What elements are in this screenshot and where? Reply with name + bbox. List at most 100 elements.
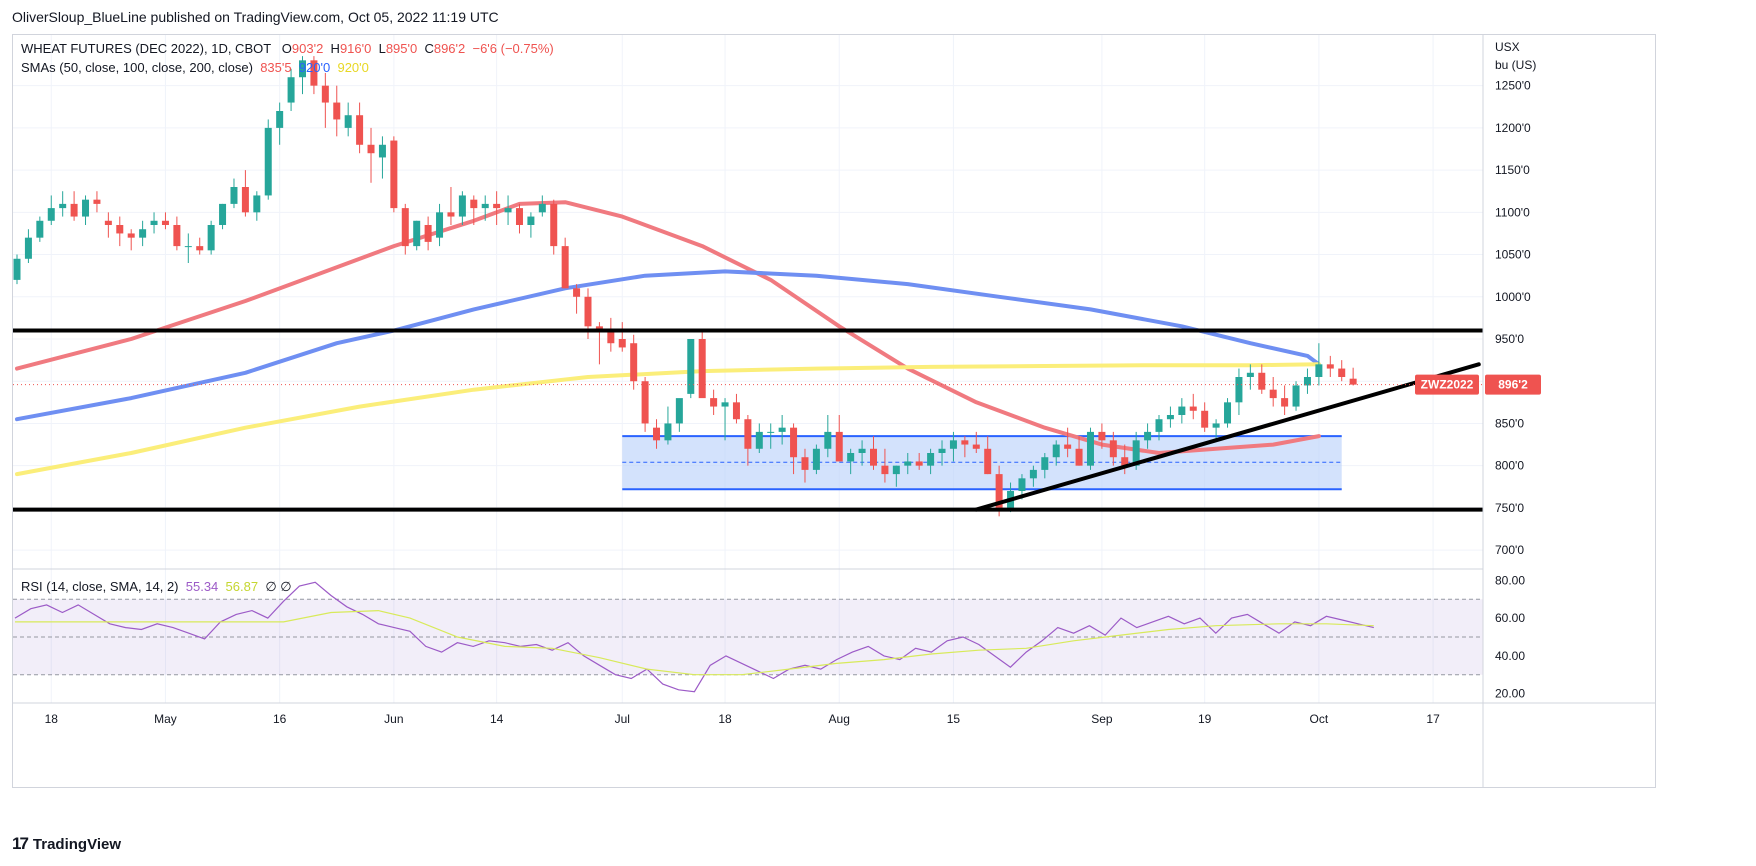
candle-body	[447, 212, 455, 217]
candle	[127, 229, 135, 251]
candle	[139, 220, 147, 247]
candle-body	[664, 423, 672, 441]
candle-body	[881, 465, 889, 475]
candle-body	[241, 187, 249, 213]
candle-body	[493, 203, 501, 209]
candle	[595, 322, 603, 365]
candle-body	[344, 115, 352, 128]
candle	[515, 203, 523, 234]
candle	[333, 85, 341, 137]
candle	[276, 102, 284, 145]
sma100-line	[15, 269, 1321, 422]
candle	[972, 431, 980, 453]
candle-body	[835, 431, 843, 462]
candle	[378, 136, 386, 179]
candle-body	[104, 220, 112, 225]
candle-body	[641, 381, 649, 424]
candle-body	[618, 339, 626, 348]
candle-body	[721, 402, 729, 407]
date-tick-label: Jul	[615, 712, 630, 726]
candle	[1338, 360, 1346, 382]
candle	[1315, 343, 1323, 386]
candle	[36, 216, 44, 242]
rsi-tick-label: 60.00	[1495, 611, 1525, 625]
candle-body	[710, 398, 718, 407]
price-tag: 896'2	[1485, 374, 1541, 395]
candle-body	[139, 229, 147, 238]
candle-body	[1258, 372, 1266, 390]
candle-body	[1189, 406, 1197, 411]
sma50-line	[15, 200, 1321, 455]
candle	[470, 195, 478, 225]
candle-body	[858, 448, 866, 453]
candle-body	[1326, 364, 1334, 369]
candle	[687, 339, 695, 399]
candle	[1349, 367, 1357, 386]
candle-body	[949, 440, 957, 449]
candle	[1166, 406, 1174, 428]
price-tag-bg	[1485, 374, 1541, 395]
candle	[447, 187, 455, 225]
candle	[1178, 398, 1186, 424]
candle	[1052, 440, 1060, 466]
candle	[618, 322, 626, 352]
candle	[778, 415, 786, 445]
candle-body	[687, 339, 695, 394]
candle-body	[458, 195, 466, 217]
candle	[812, 444, 820, 475]
date-tick-label: May	[154, 712, 177, 726]
candle	[1201, 402, 1209, 432]
candle-body	[310, 60, 318, 86]
date-tick-label: Jun	[384, 712, 403, 726]
candle-body	[824, 431, 832, 449]
candle-body	[13, 258, 21, 280]
candle-body	[127, 233, 135, 238]
chart-panel[interactable]: 1250'0 1200'0 1150'0 1100'0 1050'0 1000'0 950'…	[12, 34, 1656, 788]
candle-body	[70, 203, 78, 217]
footer: 17 TradingView	[12, 834, 121, 854]
candle	[390, 136, 398, 213]
candle	[698, 330, 706, 399]
candle	[573, 284, 581, 314]
candle	[881, 448, 889, 483]
rsi-tick-label: 80.00	[1495, 573, 1525, 587]
candle	[116, 216, 124, 247]
candle	[721, 398, 729, 441]
candle-body	[755, 431, 763, 449]
candle-body	[367, 144, 375, 154]
sma200-value: 920'0	[337, 60, 369, 75]
candle	[504, 195, 512, 225]
rsi-pane	[13, 581, 1483, 693]
candle	[1224, 398, 1232, 428]
candle-body	[1064, 444, 1072, 449]
symbol-tag-bg	[1415, 374, 1479, 395]
candle-body	[1086, 431, 1094, 466]
open-value: 903'2	[291, 41, 324, 56]
candle-body	[1224, 402, 1232, 424]
sma50-value: 835'5	[260, 60, 292, 75]
candle-body	[538, 203, 546, 213]
candle	[904, 453, 912, 475]
candle	[481, 195, 489, 221]
candle	[93, 191, 101, 213]
candle	[1075, 436, 1083, 466]
rsi-sma-value: 56.87	[225, 579, 259, 594]
chart-canvas[interactable]: 1250'0 1200'0 1150'0 1100'0 1050'0 1000'0 950'…	[13, 35, 1655, 787]
brand-name[interactable]: TradingView	[32, 835, 122, 853]
rsi-label: RSI (14, close, SMA, 14, 2)	[21, 579, 179, 594]
candle	[264, 119, 272, 200]
symbol-tag-text: ZWZ2022	[1421, 378, 1474, 392]
price-tick-label: 1050'0	[1495, 248, 1531, 262]
candle-body	[732, 402, 740, 420]
symbol-tag: ZWZ2022	[1415, 374, 1479, 395]
candle	[892, 465, 900, 487]
candle	[538, 195, 546, 217]
candle	[1121, 444, 1129, 475]
candle-body	[333, 102, 341, 120]
candle-body	[356, 115, 364, 145]
candle	[732, 393, 740, 424]
candle-body	[1109, 440, 1117, 458]
candle	[927, 448, 935, 475]
instrument-label: WHEAT FUTURES (DEC 2022), 1D, CBOT	[21, 41, 271, 56]
candle	[824, 415, 832, 458]
